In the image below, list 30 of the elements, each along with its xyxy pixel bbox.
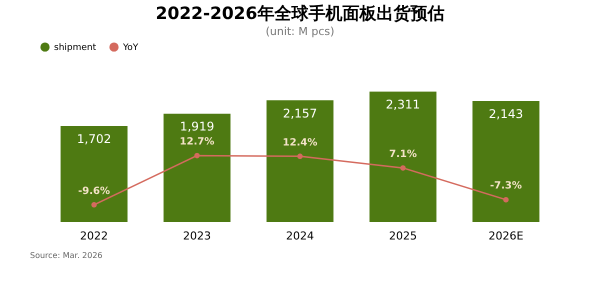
bar	[472, 101, 540, 222]
legend-label: shipment	[54, 43, 97, 54]
data-label: 2,143	[488, 107, 524, 122]
data-label: 1,702	[76, 132, 112, 146]
bar	[164, 114, 230, 222]
x-tick-label: 2022	[80, 230, 108, 242]
bar	[60, 126, 128, 222]
x-tick-label: 2026E	[488, 230, 524, 242]
x-tick-label: 2024	[286, 230, 314, 242]
data-label: -9.6%	[78, 186, 110, 197]
data-label: 12.4%	[282, 137, 318, 148]
data-label: 2,311	[386, 98, 420, 112]
point	[400, 165, 406, 171]
data-label: 12.7%	[180, 136, 214, 148]
x-tick-label: 2023	[183, 230, 212, 242]
point	[194, 152, 200, 158]
bar	[266, 100, 334, 222]
data-label: 7.1%	[389, 148, 417, 160]
bar	[370, 92, 436, 222]
data-label: 2,157	[282, 106, 318, 120]
point	[503, 196, 509, 202]
x-tick-label: 2025	[388, 230, 417, 242]
source-note: Source: Mar. 2026	[30, 251, 103, 260]
data-label: -7.3%	[490, 180, 522, 192]
point	[297, 154, 303, 159]
data-label: 1,919	[180, 120, 214, 134]
point	[91, 202, 97, 208]
chart-subtitle: (unit: M pcs)	[266, 25, 334, 38]
legend-label: YoY	[122, 43, 139, 54]
chart-title: 2022-2026年全球手机面板出货预估	[156, 4, 444, 24]
